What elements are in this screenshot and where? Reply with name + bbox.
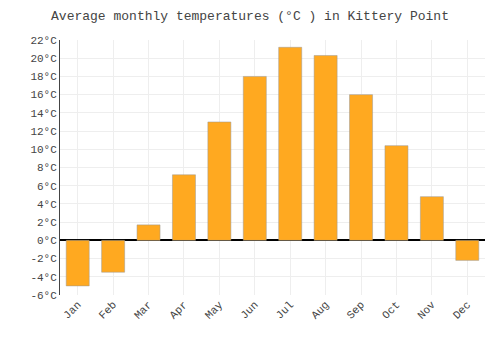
svg-text:Mar: Mar [132,299,154,321]
svg-text:Sep: Sep [345,299,367,321]
svg-text:-6°C: -6°C [30,290,57,302]
svg-text:12°C: 12°C [30,126,57,138]
svg-text:22°C: 22°C [30,35,57,47]
svg-text:2°C: 2°C [37,217,57,229]
svg-text:Jun: Jun [238,299,260,321]
svg-text:-2°C: -2°C [30,253,57,265]
svg-text:Oct: Oct [380,299,402,321]
svg-text:Dec: Dec [451,299,473,321]
svg-text:8°C: 8°C [37,162,57,174]
svg-text:6°C: 6°C [37,181,57,193]
svg-text:10°C: 10°C [30,144,57,156]
svg-text:14°C: 14°C [30,108,57,120]
svg-text:May: May [203,299,226,322]
svg-text:4°C: 4°C [37,199,57,211]
svg-text:20°C: 20°C [30,53,57,65]
svg-text:Apr: Apr [167,299,189,321]
svg-text:0°C: 0°C [37,235,57,247]
svg-text:Aug: Aug [309,299,331,321]
svg-text:Jul: Jul [274,299,296,321]
svg-text:-4°C: -4°C [30,272,57,284]
svg-text:Nov: Nov [415,299,438,322]
svg-text:Average monthly temperatures (: Average monthly temperatures (°C ) in Ki… [51,9,449,24]
svg-text:16°C: 16°C [30,89,57,101]
svg-text:Jan: Jan [61,299,83,321]
svg-text:Feb: Feb [97,299,119,321]
svg-text:18°C: 18°C [30,71,57,83]
